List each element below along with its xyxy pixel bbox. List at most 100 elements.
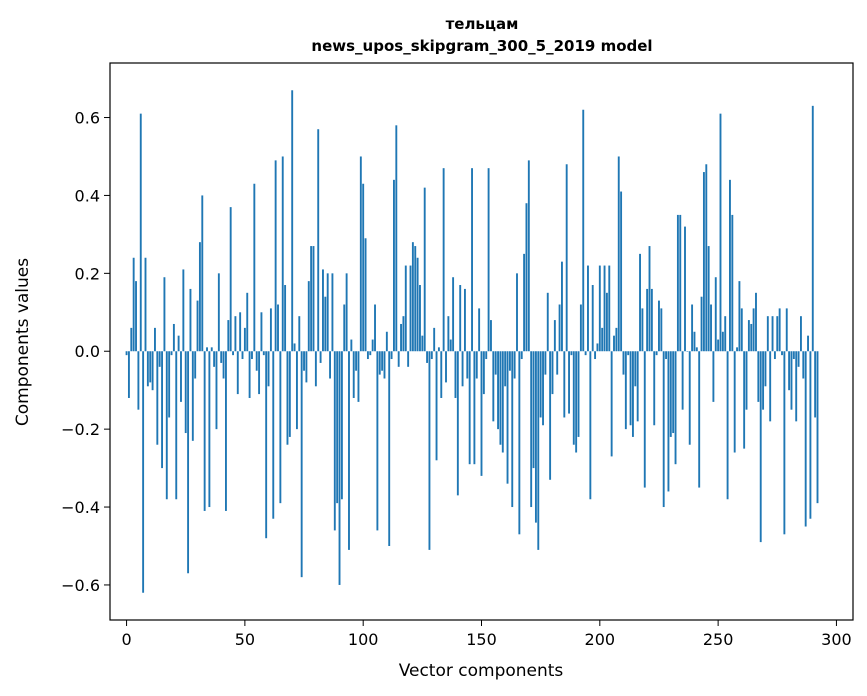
bar	[414, 246, 417, 352]
chart-title: тельцам	[446, 15, 519, 33]
bar	[650, 288, 653, 352]
bar	[561, 261, 563, 352]
bar	[508, 351, 511, 371]
bar	[437, 347, 440, 352]
bar	[343, 304, 346, 352]
bar	[622, 351, 625, 375]
bar	[265, 351, 268, 539]
bar	[674, 351, 677, 465]
bar	[745, 351, 748, 410]
bar	[698, 351, 701, 488]
bar	[546, 292, 549, 352]
bar	[194, 351, 197, 379]
bar	[473, 351, 476, 465]
bar	[636, 351, 639, 422]
bar	[454, 351, 457, 398]
bar	[693, 331, 696, 352]
bar	[705, 164, 708, 352]
bar	[187, 351, 190, 574]
bar	[672, 351, 675, 434]
bar	[442, 168, 445, 352]
bar	[409, 265, 412, 352]
bar	[584, 351, 587, 356]
bar	[135, 281, 137, 352]
bar	[497, 351, 500, 430]
bar	[201, 195, 204, 352]
bar	[570, 351, 573, 356]
bar	[217, 273, 220, 352]
bar	[154, 327, 156, 352]
y-tick-label: 0.4	[75, 186, 100, 205]
bar	[596, 343, 599, 352]
bar	[400, 323, 402, 352]
bar	[456, 351, 459, 496]
bar	[156, 351, 159, 445]
bar	[383, 351, 386, 379]
bar	[480, 351, 483, 476]
bar	[511, 351, 514, 508]
bar	[523, 253, 526, 352]
bar	[279, 351, 282, 504]
bar	[466, 351, 469, 379]
bar	[293, 343, 296, 352]
bar	[575, 351, 578, 453]
bar	[721, 331, 724, 352]
bar	[234, 316, 237, 352]
bar	[314, 351, 317, 387]
bar	[366, 351, 369, 360]
bar	[196, 300, 199, 352]
bar	[539, 351, 542, 418]
bar	[513, 351, 516, 379]
bar	[397, 351, 400, 367]
bar	[348, 351, 350, 550]
bar	[660, 308, 663, 352]
bar	[648, 246, 651, 352]
bar	[305, 351, 308, 383]
bar	[137, 351, 140, 410]
bar	[795, 351, 798, 422]
bar	[610, 351, 613, 457]
bar	[239, 312, 242, 352]
bar	[198, 242, 201, 352]
bar	[556, 351, 559, 375]
y-tick-label: 0.0	[75, 342, 100, 361]
bar	[206, 347, 208, 352]
bar	[655, 351, 658, 356]
bar	[802, 351, 805, 379]
bar	[324, 296, 327, 352]
bar	[691, 304, 694, 352]
bar	[210, 347, 213, 352]
bar	[494, 351, 497, 375]
y-tick-label: 0.2	[75, 264, 100, 283]
bar	[345, 273, 348, 352]
bar	[284, 285, 287, 352]
bar	[627, 351, 630, 356]
bar	[312, 246, 315, 352]
bar	[246, 292, 249, 352]
bar	[707, 246, 710, 352]
bar	[407, 351, 410, 367]
bar	[501, 351, 504, 453]
bar	[792, 351, 795, 360]
bar	[225, 351, 227, 511]
bar	[215, 351, 218, 430]
bar	[717, 339, 720, 352]
bar	[310, 246, 313, 352]
bar	[520, 351, 523, 360]
y-tick-label: 0.6	[75, 109, 100, 128]
bar	[255, 351, 258, 371]
bar	[161, 351, 163, 469]
bar	[603, 265, 606, 352]
bar	[617, 156, 620, 352]
bar	[286, 351, 289, 445]
bar	[537, 351, 540, 550]
bar	[471, 168, 473, 352]
bar	[452, 277, 455, 352]
bar	[688, 351, 691, 445]
bar	[191, 351, 194, 441]
bar	[357, 351, 360, 402]
bar	[459, 285, 462, 352]
bar	[350, 339, 353, 352]
bar	[639, 253, 641, 352]
x-tick-label: 100	[348, 630, 379, 649]
